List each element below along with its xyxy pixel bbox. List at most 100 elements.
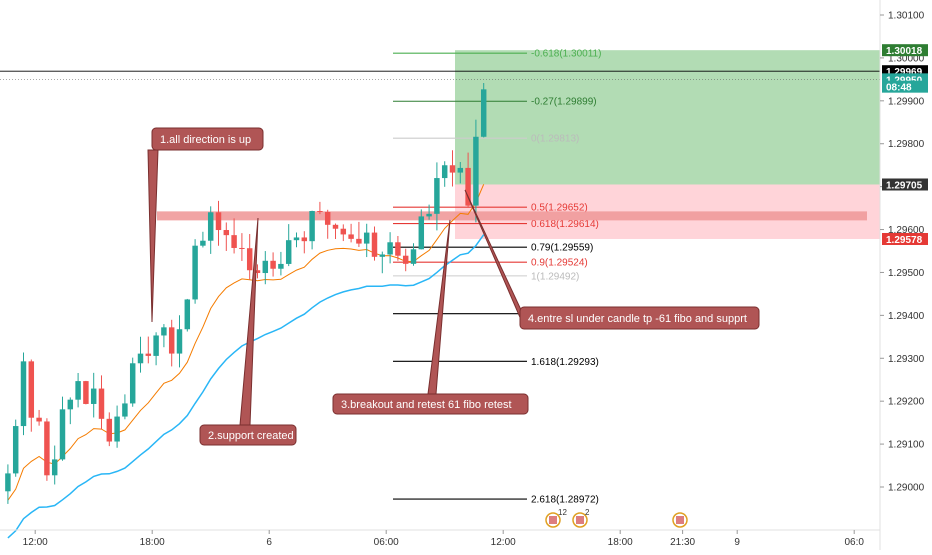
flag-icon-inner [576, 516, 584, 524]
fib-label: 0.79(1.29559) [531, 243, 593, 254]
candle-body [106, 418, 113, 442]
callout-box [199, 424, 297, 446]
time-tick-label: 21:30 [670, 537, 695, 548]
fib-label: -0.27(1.29899) [531, 97, 597, 108]
candle-body [332, 224, 339, 229]
price-tick-label: 1.29800 [888, 139, 925, 150]
candle-body [129, 363, 136, 404]
candle-body [356, 238, 362, 244]
candle-body [301, 237, 308, 242]
candle-body [324, 211, 331, 225]
callout-box [332, 393, 529, 415]
current-price-lines [0, 70, 880, 531]
fib-label: -0.618(1.30011) [531, 49, 601, 60]
candle-body [348, 234, 354, 239]
candle-body [223, 230, 230, 236]
price-tag-label: 1.29969 [886, 67, 923, 78]
price-tag-label: 1.30018 [886, 46, 923, 57]
time-axis[interactable]: 12:00 18:00 6 06:00 12:00 18:00 21:30 9 06:0 [23, 530, 865, 548]
support-band [157, 211, 867, 221]
price-tick-label: 1.29300 [888, 354, 925, 365]
price-tag [882, 44, 928, 57]
position-zones [455, 50, 880, 239]
candle-body [75, 381, 81, 400]
event-count: 12 [558, 508, 567, 517]
fib-label: 0.5(1.29652) [531, 203, 588, 214]
candle-body [215, 212, 222, 231]
price-tag [882, 232, 928, 245]
candle-body [83, 381, 89, 404]
callout-text: 1.all direction is up [160, 134, 251, 146]
callout-text: 3.breakout and retest 61 fibo retest [341, 399, 512, 411]
candle-body [402, 255, 409, 264]
candle-body [278, 263, 284, 269]
candle-body [207, 212, 214, 241]
fib-label: 1.618(1.29293) [531, 357, 599, 368]
candle-body [262, 260, 269, 274]
candle-body [480, 89, 487, 137]
price-tick-label: 1.30100 [888, 11, 925, 22]
flag-icon-inner [676, 516, 684, 524]
candle-body [418, 216, 425, 250]
candle-body [270, 260, 276, 269]
candle-body [145, 353, 152, 356]
candle-body [51, 459, 58, 476]
price-axis[interactable]: 1.301001.300001.299001.298001.297001.296… [879, 0, 925, 550]
time-tick-label: 18:00 [140, 537, 165, 548]
price-tick-label: 1.29500 [888, 268, 925, 279]
candle-body [137, 353, 144, 364]
target-zone [455, 50, 880, 185]
candle-body [90, 388, 97, 404]
fib-label: 1(1.29492) [531, 271, 579, 282]
event-count: 2 [585, 508, 590, 517]
callout-text: 4.entre sl under candle tp -61 fibo and … [528, 313, 747, 325]
price-tick-label: 1.29200 [888, 397, 925, 408]
candle-body [36, 417, 42, 422]
time-tick-label: 06:00 [374, 537, 399, 548]
candle-body [254, 270, 261, 274]
price-tag-label: 08:48 [886, 83, 912, 94]
fib-label: 2.618(1.28972) [531, 495, 599, 506]
candle-body [285, 240, 292, 264]
candle-body [371, 232, 378, 257]
candle-body [12, 426, 19, 474]
event-badges[interactable]: 12 2 [545, 508, 688, 528]
time-tick-label: 06:0 [844, 537, 864, 548]
flag-icon-inner [549, 516, 557, 524]
fib-label: 0.618(1.29614) [531, 219, 599, 230]
price-tick-label: 1.29400 [888, 311, 925, 322]
candle-body [387, 242, 393, 255]
candle-body [5, 473, 11, 492]
callout-text: 2.support created [208, 430, 294, 442]
candle-body [426, 213, 432, 217]
candle-body [340, 228, 347, 235]
ema-slow-line [7, 234, 485, 539]
price-tick-label: 1.29900 [888, 96, 925, 107]
candle-body [457, 167, 464, 173]
time-tick-label: 9 [734, 537, 740, 548]
candle-body [309, 211, 315, 242]
candle-body [168, 327, 175, 354]
time-tick-label: 6 [266, 537, 272, 548]
candle-body [434, 178, 440, 214]
time-tick-label: 12:00 [23, 537, 48, 548]
time-tick-label: 12:00 [491, 537, 516, 548]
candle-body [200, 240, 206, 246]
callouts: 1.all direction is up 2.support created 3.… [147, 127, 760, 446]
candle-body [465, 167, 471, 206]
candle-body [239, 247, 245, 249]
candle-body [379, 254, 386, 257]
price-tick-label: 1.29100 [888, 440, 925, 451]
candle-body [192, 245, 198, 300]
price-tag [882, 178, 928, 191]
candle-body [161, 327, 167, 336]
candle-body [28, 361, 35, 418]
candle-body [67, 399, 74, 410]
candle-body [363, 232, 370, 244]
fib-label: 0(1.29813) [531, 134, 579, 145]
support-zone [157, 211, 867, 221]
candle-body [231, 235, 237, 248]
